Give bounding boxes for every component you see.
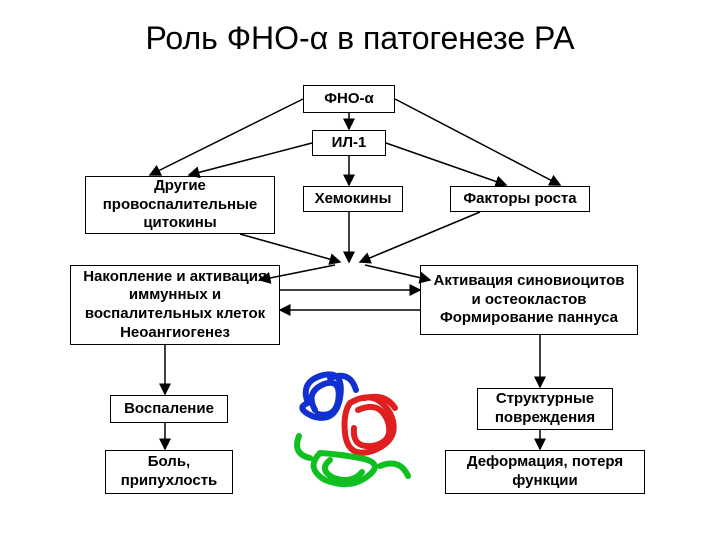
box-growth: Факторы роста: [450, 186, 590, 212]
box-il1: ИЛ-1: [312, 130, 386, 156]
box-vosp: Воспаление: [110, 395, 228, 423]
box-left: Накопление и активация иммунных и воспал…: [70, 265, 280, 345]
protein-illustration: [290, 358, 425, 493]
box-deform: Деформация, потеря функции: [445, 450, 645, 494]
box-struct: Структурные повреждения: [477, 388, 613, 430]
box-other: Другие провоспалительные цитокины: [85, 176, 275, 234]
box-fno: ФНО-α: [303, 85, 395, 113]
diagram-canvas: { "title": "Роль ФНО-α в патогенезе РА",…: [0, 0, 720, 540]
box-chemo: Хемокины: [303, 186, 403, 212]
box-bol: Боль, припухлость: [105, 450, 233, 494]
page-title: Роль ФНО-α в патогенезе РА: [0, 20, 720, 57]
box-right: Активация синовиоцитов и остеокластов Фо…: [420, 265, 638, 335]
